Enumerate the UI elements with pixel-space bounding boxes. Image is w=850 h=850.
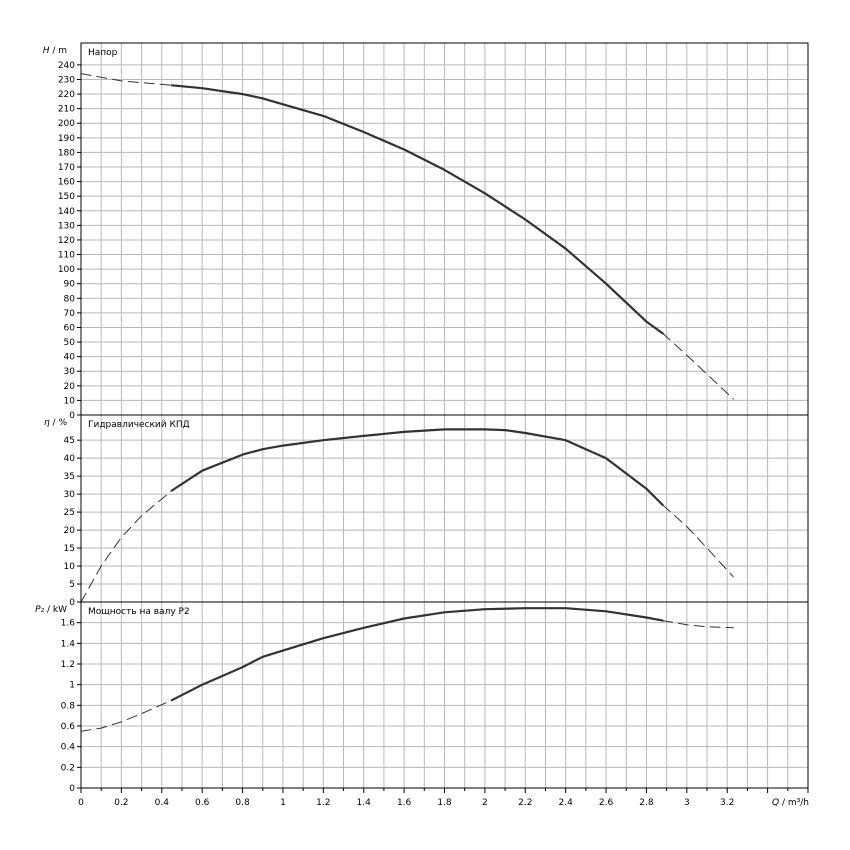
curve-efficiency-dashed-end	[662, 504, 734, 578]
y-tick-label: 10	[64, 396, 76, 406]
x-tick-label: 2.8	[639, 798, 654, 808]
y-tick-label: 200	[58, 119, 75, 129]
curve-power-dashed-end	[662, 620, 734, 629]
curve-layer	[80, 73, 734, 732]
y-tick-label: 240	[58, 61, 75, 71]
y-tick-label: 40	[64, 454, 76, 464]
y-tick-label: 60	[64, 323, 76, 333]
y-tick-label: 170	[58, 163, 75, 173]
y-tick-label: 0.2	[61, 763, 75, 773]
y-tick-label: 0.8	[61, 701, 76, 711]
frame-layer	[77, 42, 809, 793]
y-axis-label-efficiency: η / %	[44, 418, 67, 428]
y-tick-label: 1.4	[61, 639, 76, 649]
y-tick-label: 50	[64, 338, 76, 348]
x-tick-label: 1	[280, 798, 286, 808]
y-tick-label: 140	[58, 207, 75, 217]
y-tick-label: 1	[69, 681, 75, 691]
curve-head-dashed-start	[80, 73, 173, 86]
y-tick-label: 180	[58, 148, 75, 158]
y-tick-label: 25	[64, 508, 75, 518]
y-tick-label: 40	[64, 353, 76, 363]
x-tick-label: 0.2	[114, 798, 128, 808]
x-tick-label: 0.6	[195, 798, 210, 808]
x-tick-label: 2	[482, 798, 488, 808]
x-tick-label: 0.4	[155, 798, 170, 808]
y-axis-label-power: P₂ / kW	[35, 605, 67, 615]
x-tick-label: 1.2	[316, 798, 330, 808]
y-tick-label: 15	[64, 544, 75, 554]
x-tick-label: 2.6	[599, 798, 614, 808]
y-tick-label: 45	[64, 436, 75, 446]
x-tick-label: 1.8	[437, 798, 452, 808]
curve-efficiency-dashed-start	[80, 490, 173, 603]
y-tick-label: 0	[69, 598, 75, 608]
y-axis-label-head: H / m	[43, 46, 67, 56]
y-tick-label: 70	[64, 309, 76, 319]
x-tick-label: 1.4	[357, 798, 372, 808]
y-tick-label: 110	[58, 251, 75, 261]
y-tick-label: 30	[64, 490, 76, 500]
y-tick-label: 20	[64, 526, 76, 536]
y-tick-label: 0	[69, 784, 75, 794]
panel-title-efficiency: Гидравлический КПД	[88, 420, 190, 430]
y-tick-label: 160	[58, 178, 75, 188]
curve-efficiency-solid	[170, 428, 664, 506]
curve-head-solid	[170, 84, 664, 335]
x-tick-label: 3	[684, 798, 690, 808]
x-axis-label: Q / m³/h	[772, 798, 809, 808]
y-tick-label: 1.2	[61, 660, 75, 670]
panel-title-head: Напор	[88, 48, 118, 58]
y-tick-label: 0	[69, 411, 75, 421]
curve-head-dashed-end	[662, 332, 734, 400]
y-tick-label: 35	[64, 472, 75, 482]
x-tick-label: 3.2	[720, 798, 734, 808]
y-tick-label: 190	[58, 134, 75, 144]
y-tick-label: 120	[58, 236, 75, 246]
x-tick-label: 2.4	[559, 798, 574, 808]
y-tick-label: 1.6	[61, 619, 76, 629]
y-tick-label: 100	[58, 265, 75, 275]
label-layer: 0102030405060708090100110120130140150160…	[35, 46, 809, 808]
y-tick-label: 20	[64, 382, 76, 392]
y-tick-label: 90	[64, 280, 76, 290]
y-tick-label: 230	[58, 75, 75, 85]
curve-power-dashed-start	[80, 699, 173, 732]
panel-title-power: Мощность на валу P2	[88, 607, 190, 617]
y-tick-label: 10	[64, 562, 76, 572]
y-tick-label: 0.4	[61, 743, 76, 753]
y-tick-label: 130	[58, 221, 75, 231]
y-tick-label: 0.6	[61, 722, 76, 732]
y-tick-label: 30	[64, 367, 76, 377]
y-tick-label: 150	[58, 192, 75, 202]
x-tick-label: 1.6	[397, 798, 412, 808]
y-tick-label: 80	[64, 294, 76, 304]
x-tick-label: 0.8	[235, 798, 250, 808]
y-tick-label: 210	[58, 105, 75, 115]
y-tick-label: 5	[69, 580, 75, 590]
x-tick-label: 0	[78, 798, 84, 808]
y-tick-label: 220	[58, 90, 75, 100]
curve-power-solid	[170, 607, 664, 702]
x-tick-label: 2.2	[518, 798, 532, 808]
